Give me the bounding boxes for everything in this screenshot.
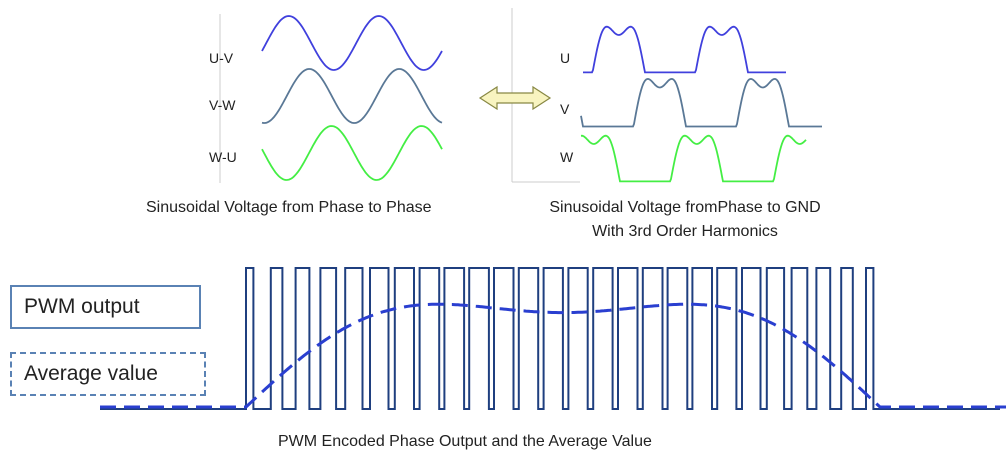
average-value-curve — [100, 302, 1006, 409]
caption-pwm: PWM Encoded Phase Output and the Average… — [278, 433, 652, 450]
pwm-pulse-train — [100, 267, 1000, 410]
label-v: V — [560, 101, 570, 117]
wave-u — [583, 25, 786, 74]
average-value-dashed-line — [100, 302, 1006, 409]
label-u-v: U-V — [209, 50, 234, 66]
wave-u-v — [261, 15, 443, 71]
pwm-output-waveform — [100, 267, 1000, 410]
label-u: U — [560, 50, 571, 66]
caption-phase-to-gnd-line1: Sinusoidal Voltage fromPhase to GND — [549, 199, 821, 216]
wave-v-w — [261, 68, 443, 124]
double-arrow-icon — [478, 85, 552, 111]
phase-to-gnd-waves — [580, 25, 822, 183]
label-w-u: W-U — [209, 149, 237, 165]
legend-average-value: Average value — [10, 352, 206, 396]
caption-phase-to-phase: Sinusoidal Voltage from Phase to Phase — [146, 199, 432, 216]
wave-w — [580, 134, 807, 183]
label-v-w: V-W — [209, 97, 236, 113]
caption-phase-to-gnd-line2: With 3rd Order Harmonics — [592, 223, 778, 240]
label-w: W — [560, 149, 574, 165]
phase-to-phase-waves — [261, 15, 443, 181]
legend-pwm-output: PWM output — [10, 285, 201, 329]
wave-w-u — [261, 125, 443, 181]
wave-v — [580, 77, 822, 128]
